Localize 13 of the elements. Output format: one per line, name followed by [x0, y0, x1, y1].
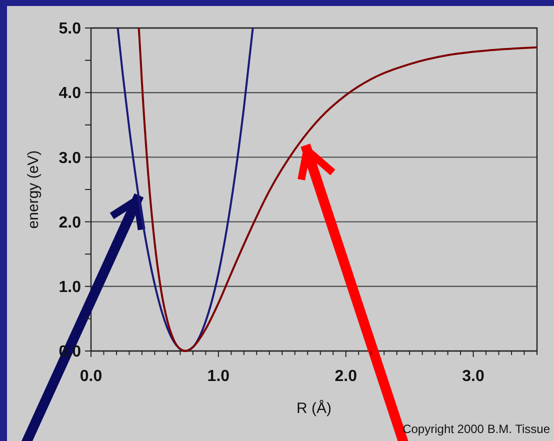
x-tick-label: 2.0 — [334, 368, 358, 385]
y-tick-label: 2.0 — [58, 214, 82, 232]
x-tick-label: 1.0 — [207, 368, 230, 385]
line-series — [116, 27, 254, 352]
x-axis-title: R (Å) — [296, 399, 332, 417]
line-series — [138, 27, 537, 352]
x-tick-label: 0.0 — [80, 368, 102, 385]
x-tick-label: 3.0 — [462, 368, 485, 385]
y-tick-label: 3.0 — [58, 150, 82, 167]
y-tick-label: 4.0 — [58, 85, 82, 102]
y-tick-label: 1.0 — [58, 279, 82, 296]
y-tick-label: 5.0 — [58, 20, 82, 38]
y-axis-title: energy (eV) — [25, 150, 42, 229]
